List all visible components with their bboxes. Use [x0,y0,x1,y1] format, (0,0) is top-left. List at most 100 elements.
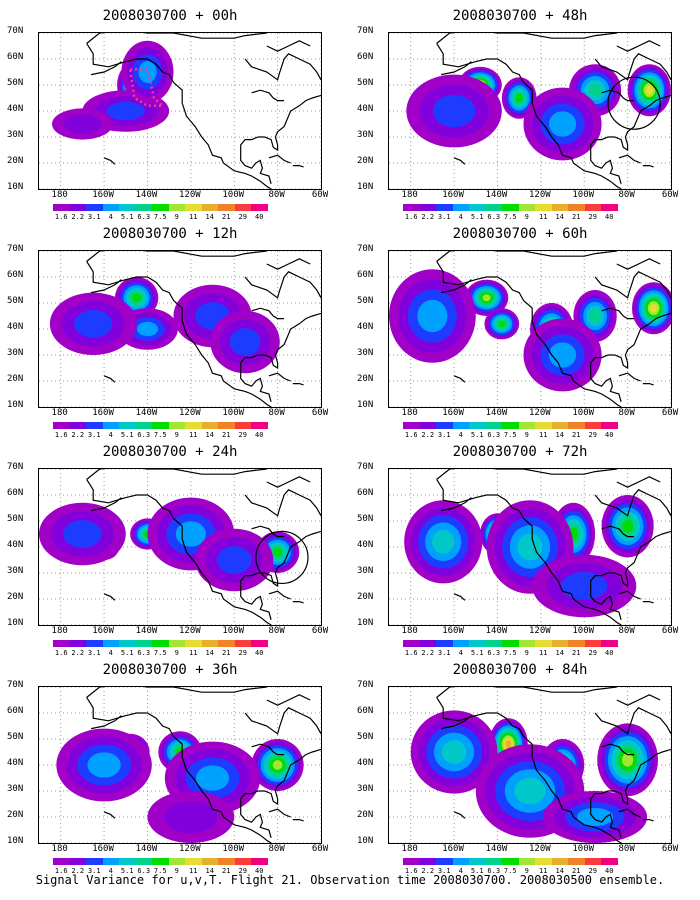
colorbar-labels: 1.6 2.2 3.1 4 5.1 6.3 7.5 9 11 14 21 29 40 [403,649,700,658]
colorbar-label: 11 [189,867,198,875]
coastline [642,383,654,386]
colorbar-swatch [251,858,268,865]
lat-tick-label: 50N [357,732,374,742]
lon-tick-label: 140W [135,190,158,200]
colorbar-swatch [102,640,119,647]
coastline [642,601,654,604]
colorbar-swatch [452,858,469,865]
colorbar-label: 29 [238,867,247,875]
lat-tick-label: 50N [7,732,24,742]
variance-map [389,687,671,843]
colorbar-label: 2.2 [71,649,85,657]
lon-tick-label: 60W [661,626,679,636]
variance-contour [515,93,523,103]
coastline [244,271,321,299]
coastline [618,154,641,164]
variance-contour [622,519,634,533]
lat-tick-label: 20N [7,810,24,820]
colorbar-swatch [502,204,519,211]
variance-contour [441,740,467,764]
lon-tick-label: 120W [529,844,551,854]
colorbar-swatch [69,858,86,865]
lon-tick-label: 140W [485,844,508,854]
colorbar-label: 29 [238,649,247,657]
variance-contour [482,294,491,302]
colorbar-swatch [168,204,185,211]
colorbar-swatch [584,858,601,865]
coastline [590,312,671,402]
coastline [590,530,671,620]
lat-tick-label: 10N [357,618,374,628]
variance-contour [417,299,448,333]
colorbar-swatch [485,422,502,429]
coastline [268,808,291,818]
lon-tick-label: 60W [661,190,679,200]
colorbar-swatch [403,640,420,647]
lon-tick-label: 80W [268,408,285,418]
coastline [86,251,267,262]
colorbar-label: 14 [205,649,214,657]
colorbar-label: 4 [108,649,113,657]
colorbar-label: 5.1 [470,431,484,439]
coastline [440,279,472,294]
colorbar-label: 1.6 [404,213,418,221]
map-area [38,686,322,844]
colorbar-label: 3.1 [437,213,451,221]
colorbar-label: 29 [588,431,597,439]
variance-contour [432,94,476,128]
variance-contour [63,114,102,134]
colorbar-label: 7.5 [503,649,517,657]
colorbar-label: 2.2 [421,213,435,221]
coastline [86,469,267,480]
lon-tick-label: 180 [401,844,418,854]
variance-contour [645,85,653,95]
colorbar [403,422,618,429]
variance-contour [106,101,146,121]
colorbar-swatch [251,422,268,429]
colorbar-swatch [135,422,152,429]
lon-tick-label: 60W [661,844,679,854]
coastline [244,489,321,517]
colorbar-swatch [535,422,552,429]
lon-tick-label: 160W [92,626,114,636]
lon-tick-label: 80W [268,190,285,200]
coastline [240,94,321,184]
colorbar-label: 3.1 [437,867,451,875]
colorbar [403,640,618,647]
lat-tick-label: 40N [7,540,24,550]
colorbar-label: 29 [238,431,247,439]
coastline [590,748,671,838]
lon-tick-label: 120W [179,844,201,854]
lon-tick-label: 120W [179,190,201,200]
colorbar-swatch [485,858,502,865]
colorbar-swatch [469,422,486,429]
colorbar-label: 7.5 [503,213,517,221]
variance-contour [132,293,142,303]
lat-tick-label: 70N [357,244,374,254]
lat-tick-label: 60N [7,706,24,716]
forecast-panel: 2008030700 + 36h 70N 60N 50N 40N 30N 20N 10N 180… [5,658,335,875]
coastline [594,707,671,735]
colorbar-swatch [436,422,453,429]
map-area [38,468,322,626]
lon-tick-label: 140W [485,408,508,418]
coastline [440,497,472,512]
colorbar-label: 1.6 [54,213,68,221]
colorbar-swatch [168,640,185,647]
colorbar-label: 9 [524,431,529,439]
colorbar-swatch [69,422,86,429]
colorbar-swatch [135,858,152,865]
colorbar-label: 1.6 [54,867,68,875]
colorbar-swatch [568,204,585,211]
colorbar-label: 7.5 [503,867,517,875]
colorbar-swatch [251,640,268,647]
lat-tick-label: 30N [7,348,24,358]
coastline [86,687,267,698]
colorbar-label: 2.2 [71,213,85,221]
coastline [251,525,285,538]
colorbar-label: 14 [205,867,214,875]
colorbar-swatch [568,858,585,865]
colorbar-label: 1.6 [54,649,68,657]
colorbar-label: 4 [458,431,463,439]
colorbar-swatch [419,204,436,211]
